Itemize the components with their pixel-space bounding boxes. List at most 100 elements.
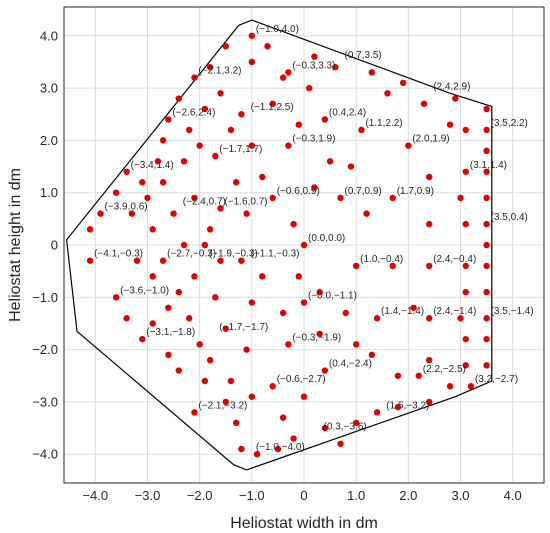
data-point <box>426 220 433 228</box>
data-point <box>149 226 156 233</box>
data-point <box>206 356 214 364</box>
data-point <box>259 273 266 280</box>
data-point <box>462 335 469 343</box>
annotations-layer: (−1.0,4.0) (0.7,3.5) (−0.3,3.3) (2.4,2.9) (−… <box>94 24 534 453</box>
data-point <box>446 121 454 128</box>
data-point <box>446 383 454 390</box>
y-tick-label: 4.0 <box>40 28 58 43</box>
point-label: (0.3,−3.6) <box>324 421 367 432</box>
data-point <box>86 257 94 264</box>
x-tick-label: −3.0 <box>135 488 161 503</box>
point-label: (1.1,2.2) <box>365 118 402 129</box>
point-label: (−1.0,−4.0) <box>256 442 305 453</box>
data-point <box>483 262 490 270</box>
data-point <box>170 210 177 217</box>
data-point <box>269 194 276 202</box>
data-point <box>394 403 402 411</box>
data-point <box>347 163 355 170</box>
data-point <box>384 90 391 97</box>
data-point <box>452 95 459 102</box>
data-point <box>201 241 209 249</box>
data-point <box>133 257 141 264</box>
point-label: (−3.6,−1.0) <box>120 285 169 296</box>
data-point <box>112 294 120 301</box>
data-point <box>201 377 209 385</box>
data-point <box>248 142 256 149</box>
data-point <box>368 351 376 359</box>
point-label: (−1.1,2.5) <box>251 102 294 113</box>
data-point <box>337 440 344 447</box>
data-point <box>368 69 376 76</box>
data-point <box>222 325 229 332</box>
point-label: (1.0,−0.4) <box>360 254 403 265</box>
data-point <box>159 179 167 186</box>
data-point <box>139 335 146 343</box>
data-point <box>483 220 490 228</box>
data-point <box>238 111 245 118</box>
data-point <box>248 299 256 306</box>
point-label: (0.4,−2.4) <box>329 359 372 370</box>
data-point <box>462 362 469 369</box>
data-point <box>457 194 464 202</box>
y-tick-label: 0 <box>51 238 58 253</box>
y-tick-label: −1.0 <box>32 290 58 305</box>
point-label: (−2.1,3.2) <box>198 66 241 77</box>
point-label: (−2.1,−3.2) <box>198 400 247 411</box>
data-point <box>139 179 146 186</box>
data-point <box>243 210 250 217</box>
data-point <box>154 158 162 165</box>
data-point <box>264 43 271 50</box>
data-point <box>483 335 490 343</box>
data-point <box>112 189 120 196</box>
y-tick-label: −4.0 <box>32 447 58 462</box>
data-point <box>123 168 130 175</box>
data-point <box>175 95 182 102</box>
data-point <box>483 147 490 155</box>
data-point <box>363 210 370 217</box>
data-point <box>358 126 365 134</box>
x-tick-label: 1.0 <box>347 488 365 503</box>
data-point <box>290 435 297 442</box>
points-layer <box>86 32 490 458</box>
point-label: (2.2,−2.5) <box>423 364 466 375</box>
data-point <box>227 126 235 134</box>
data-point <box>165 116 172 123</box>
y-axis-title: Heliostat height in dm <box>7 168 24 322</box>
data-point <box>175 367 182 374</box>
data-point <box>311 53 318 60</box>
data-point <box>196 142 203 149</box>
data-point <box>186 315 193 322</box>
heliostat-outline <box>65 19 493 471</box>
data-point <box>300 299 308 306</box>
data-point <box>337 194 344 202</box>
data-point <box>389 194 396 202</box>
data-point <box>238 445 245 453</box>
data-point <box>483 362 490 369</box>
point-label: (−4.1,−0.3) <box>94 249 143 260</box>
data-point <box>311 184 318 191</box>
data-point <box>269 383 276 390</box>
data-point <box>399 79 407 87</box>
data-point <box>300 241 308 249</box>
point-label: (−3.1,−1.8) <box>146 327 195 338</box>
data-point <box>232 419 240 427</box>
point-label: (0.7,0.9) <box>345 186 382 197</box>
data-point <box>212 152 219 160</box>
data-point <box>159 137 167 144</box>
point-label: (0.7,3.5) <box>345 50 382 61</box>
data-point <box>321 424 329 432</box>
data-point <box>483 288 490 296</box>
data-point <box>306 84 313 92</box>
x-tick-labels: −4.0 −3.0 −2.0 −1.0 0 1.0 2.0 3.0 4.0 <box>82 488 521 503</box>
data-point <box>191 273 198 280</box>
x-tick-label: 0 <box>300 488 307 503</box>
data-point <box>259 173 266 181</box>
data-point <box>352 341 360 348</box>
x-axis-title: Heliostat width in dm <box>230 515 378 532</box>
data-point <box>483 315 490 322</box>
data-point <box>248 393 256 400</box>
point-label: (3.1,1.4) <box>470 160 507 171</box>
point-label: (−2.4,0.7) <box>183 196 226 207</box>
data-point <box>457 315 464 322</box>
